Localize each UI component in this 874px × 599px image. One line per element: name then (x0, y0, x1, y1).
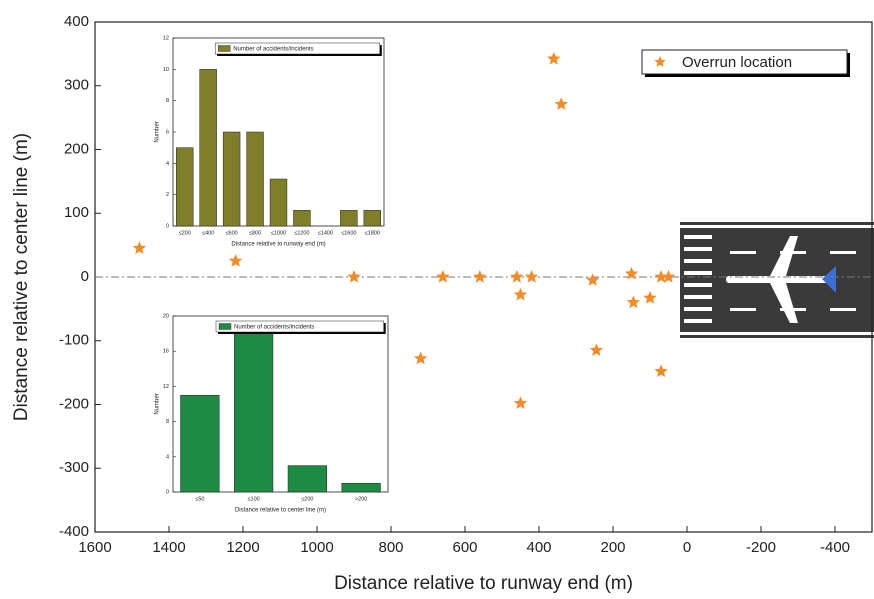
x-tick-label: ≤1200 (294, 230, 309, 236)
x-tick-label: ≤200 (301, 496, 313, 502)
y-tick-label: -400 (59, 523, 89, 540)
bar (293, 210, 311, 227)
x-tick-label: ≤1600 (341, 230, 356, 236)
x-tick-label: 1000 (300, 539, 333, 556)
scatter-point (643, 291, 657, 304)
bar (176, 147, 194, 227)
x-axis-title: Distance relative to runway end (m) (231, 242, 325, 248)
y-tick-label: 200 (64, 140, 89, 157)
y-tick-label: 12 (163, 35, 169, 41)
x-tick-label: 1400 (152, 539, 185, 556)
x-tick-label: ≤1400 (318, 230, 333, 236)
scatter-point (654, 270, 668, 283)
legend-box (214, 42, 381, 55)
scatter-point (589, 343, 603, 356)
scatter-point (513, 287, 528, 301)
bar (199, 69, 217, 227)
legend-box (641, 49, 848, 75)
bar (246, 131, 264, 227)
scatter-point (510, 270, 524, 283)
scatter-point (624, 266, 639, 280)
y-tick-label: -200 (59, 395, 89, 412)
x-tick-label: ≤600 (226, 230, 238, 236)
y-tick-label: 0 (166, 223, 169, 229)
bar (363, 210, 381, 227)
inset-chart: 0 2 4 6 8 10 12 Number of accidents/incidents ≤2… (151, 34, 390, 254)
y-tick-label: 6 (166, 129, 169, 135)
bar (269, 178, 288, 227)
x-tick-label: -200 (746, 539, 776, 556)
x-axis-title: Distance relative to runway end (m) (334, 573, 633, 594)
y-axis-title: Number (155, 121, 161, 142)
x-tick-label: ≤200 (179, 230, 191, 236)
y-tick-label: 10 (163, 67, 169, 73)
legend-box (215, 320, 384, 333)
x-tick-label: >200 (355, 496, 367, 502)
scatter-point (547, 52, 561, 65)
scatter-point (473, 270, 487, 283)
legend-swatch (218, 323, 232, 330)
scatter-point (228, 254, 243, 267)
legend-swatch (217, 45, 231, 52)
scatter-point (554, 97, 568, 110)
y-tick-label: -100 (59, 332, 89, 349)
x-tick-label: -400 (820, 539, 850, 556)
x-tick-label: 1600 (78, 539, 111, 556)
scatter-point (626, 295, 640, 309)
y-tick-label: 100 (64, 204, 89, 221)
bar (234, 333, 274, 493)
y-tick-label: -300 (59, 459, 89, 476)
y-tick-label: 4 (166, 454, 169, 460)
y-axis-title: Number (155, 393, 161, 414)
bar (180, 394, 220, 493)
scatter-point (661, 270, 676, 283)
x-tick-label: 800 (378, 539, 403, 556)
bar (287, 465, 327, 493)
x-axis-title: Distance relative to center line (m) (235, 508, 326, 514)
y-tick-label: 2 (166, 192, 169, 198)
x-tick-label: ≤50 (195, 496, 204, 502)
scatter-point (436, 270, 450, 283)
scatter-point (586, 273, 600, 286)
x-tick-label: ≤1000 (271, 230, 286, 236)
legend-label: Number of accidents/incidents (234, 325, 314, 331)
y-tick-label: 4 (166, 161, 169, 167)
scatter-point (524, 270, 539, 283)
legend-label: Number of accidents/incidents (233, 47, 313, 53)
y-tick-label: 0 (166, 489, 169, 495)
y-axis-title: Distance relative to center line (m) (11, 133, 32, 421)
x-tick-label: 1200 (226, 539, 259, 556)
legend-label: Overrun location (682, 54, 792, 71)
y-tick-label: 12 (163, 384, 169, 390)
y-tick-label: 0 (81, 268, 89, 285)
inset-chart: 0 4 8 12 16 20 Number of accidents/incidents ≤5… (151, 312, 394, 520)
x-tick-label: 600 (452, 539, 477, 556)
bar (341, 482, 381, 493)
runway-illustration (680, 222, 874, 338)
y-tick-label: 8 (166, 98, 169, 104)
y-tick-label: 16 (163, 349, 169, 355)
x-tick-label: ≤100 (248, 496, 260, 502)
scatter-point (654, 364, 668, 377)
bar (340, 210, 358, 227)
y-tick-label: 400 (64, 13, 89, 30)
x-tick-label: ≤800 (249, 230, 261, 236)
y-tick-label: 8 (166, 419, 169, 425)
y-tick-label: 20 (163, 313, 169, 319)
x-tick-label: 400 (526, 539, 551, 556)
scatter-point (347, 270, 361, 283)
scatter-point (413, 351, 428, 365)
x-tick-label: 200 (600, 539, 625, 556)
x-tick-label: ≤400 (202, 230, 214, 236)
legend-marker (654, 56, 666, 67)
bar (222, 131, 241, 227)
scatter-point (132, 241, 147, 254)
inset-frame (172, 315, 389, 493)
y-tick-label: 300 (64, 77, 89, 94)
scatter-point (513, 396, 528, 409)
x-tick-label: 0 (683, 539, 691, 556)
x-tick-label: ≤1800 (365, 230, 380, 236)
